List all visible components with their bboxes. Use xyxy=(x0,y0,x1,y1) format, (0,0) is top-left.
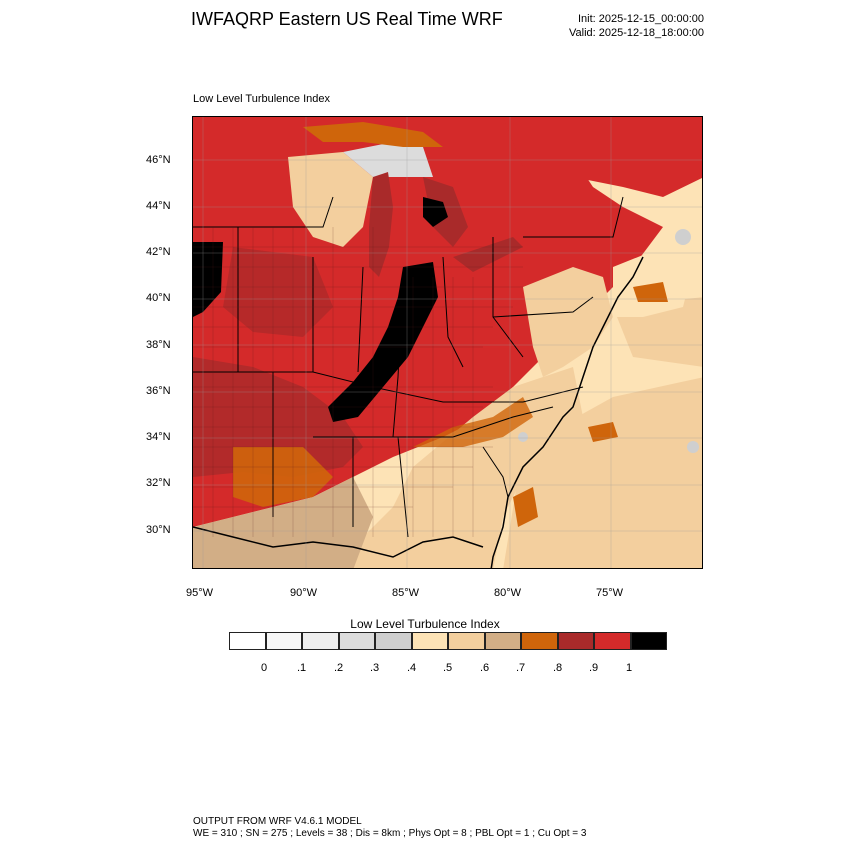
colorbar-label-0.3: .3 xyxy=(370,662,380,674)
lon-tick-90: 90°W xyxy=(290,587,318,599)
map-canvas xyxy=(193,117,702,568)
colorbar-label-0: 0 xyxy=(261,662,268,674)
lat-tick-32: 32°N xyxy=(146,477,171,489)
model-info-line-2: WE = 310 ; SN = 275 ; Levels = 38 ; Dis … xyxy=(193,828,587,839)
ocean-gray-patch-1 xyxy=(675,229,691,245)
county-lines xyxy=(193,227,523,537)
lat-tick-44: 44°N xyxy=(146,200,171,212)
plot-title: IWFAQRP Eastern US Real Time WRF xyxy=(191,9,503,29)
lat-tick-40: 40°N xyxy=(146,292,171,304)
colorbar xyxy=(229,632,667,650)
lake-erie xyxy=(453,237,523,272)
colorbar-swatch-1 xyxy=(265,632,302,650)
gulf-coast-field xyxy=(193,477,373,568)
colorbar-swatch-11 xyxy=(630,632,667,650)
colorbar-swatch-5 xyxy=(411,632,448,650)
lat-tick-36: 36°N xyxy=(146,385,171,397)
lon-tick-80: 80°W xyxy=(494,587,522,599)
colorbar-swatch-8 xyxy=(521,632,558,650)
lat-tick-46: 46°N xyxy=(146,154,171,166)
northeast-pale xyxy=(613,247,693,317)
map-field-label: Low Level Turbulence Index xyxy=(193,93,330,105)
colorbar-label-0.2: .2 xyxy=(334,662,344,674)
max-turbulence-core xyxy=(328,262,438,422)
ocean-orange-patch-1 xyxy=(588,422,618,442)
colorbar-label-0.8: .8 xyxy=(553,662,563,674)
ocean-orange-patch-3 xyxy=(633,282,668,302)
colorbar-title: Low Level Turbulence Index xyxy=(350,617,500,631)
lon-tick-95: 95°W xyxy=(186,587,214,599)
atlantic-coastline xyxy=(490,256,644,568)
max-turbulence-michigan xyxy=(423,197,448,227)
colorbar-label-1: 1 xyxy=(626,662,633,674)
orange-patch-south xyxy=(233,447,333,507)
lat-tick-42: 42°N xyxy=(146,246,171,258)
ocean-tan-field xyxy=(503,377,702,568)
colorbar-swatch-4 xyxy=(375,632,412,650)
colorbar-label-0.4: .4 xyxy=(407,662,417,674)
colorbar-swatch-2 xyxy=(302,632,339,650)
canada-red-field xyxy=(503,117,702,197)
wisconsin-tan-field xyxy=(288,152,373,247)
lat-tick-38: 38°N xyxy=(146,339,171,351)
turbulence-map xyxy=(192,116,703,569)
lat-tick-30: 30°N xyxy=(146,524,171,536)
init-time: Init: 2025-12-15_00:00:00 xyxy=(578,13,704,25)
colorbar-swatch-0 xyxy=(229,632,266,650)
lat-tick-34: 34°N xyxy=(146,431,171,443)
lake-superior xyxy=(303,122,443,147)
valid-time: Valid: 2025-12-18_18:00:00 xyxy=(569,27,704,39)
lon-tick-75: 75°W xyxy=(596,587,624,599)
lake-michigan xyxy=(369,172,393,277)
colorbar-swatch-10 xyxy=(594,632,631,650)
dark-red-field-2 xyxy=(223,247,333,337)
colorbar-label-0.7: .7 xyxy=(516,662,526,674)
colorbar-swatch-9 xyxy=(557,632,594,650)
gulf-coastline xyxy=(193,526,484,558)
colorbar-swatch-3 xyxy=(338,632,375,650)
ocean-orange-patch-2 xyxy=(513,487,538,527)
colorbar-swatch-6 xyxy=(448,632,485,650)
colorbar-swatch-7 xyxy=(484,632,521,650)
max-turbulence-west xyxy=(193,242,223,317)
ocean-gray-patch-3 xyxy=(518,432,528,442)
colorbar-label-0.1: .1 xyxy=(297,662,307,674)
lon-tick-85: 85°W xyxy=(392,587,420,599)
colorbar-label-0.5: .5 xyxy=(443,662,453,674)
graticule xyxy=(193,117,702,568)
upper-michigan-gray xyxy=(343,142,433,177)
colorbar-label-0.6: .6 xyxy=(480,662,490,674)
model-info-line-1: OUTPUT FROM WRF V4.6.1 MODEL xyxy=(193,816,362,827)
mid-atlantic-tan xyxy=(523,267,613,377)
ocean-gray-patch-2 xyxy=(687,441,699,453)
colorbar-label-0.9: .9 xyxy=(589,662,599,674)
